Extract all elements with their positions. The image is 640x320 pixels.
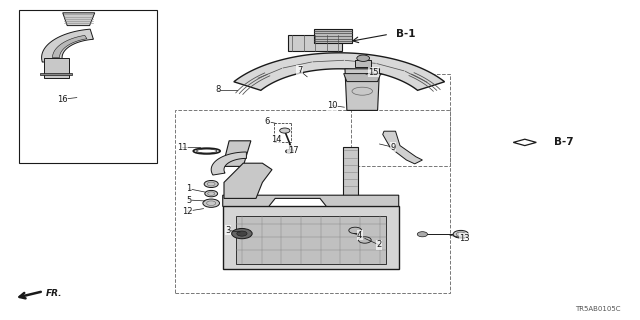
- Text: 9: 9: [390, 143, 396, 152]
- Polygon shape: [344, 74, 381, 82]
- Polygon shape: [44, 58, 69, 78]
- Text: 2: 2: [376, 240, 381, 249]
- Circle shape: [203, 199, 220, 207]
- Text: 13: 13: [460, 234, 470, 243]
- Polygon shape: [383, 131, 422, 164]
- Circle shape: [285, 149, 293, 153]
- Circle shape: [349, 227, 362, 234]
- Text: 3: 3: [225, 226, 230, 235]
- Circle shape: [280, 128, 290, 133]
- Text: 14: 14: [271, 135, 282, 144]
- Polygon shape: [224, 163, 272, 198]
- Text: 7: 7: [297, 66, 302, 75]
- Circle shape: [205, 190, 218, 197]
- Circle shape: [453, 230, 468, 238]
- Text: B-1: B-1: [396, 28, 415, 39]
- Text: 4: 4: [357, 231, 362, 240]
- Polygon shape: [234, 53, 445, 90]
- Polygon shape: [355, 60, 371, 67]
- Polygon shape: [345, 69, 380, 110]
- Polygon shape: [211, 152, 246, 175]
- Polygon shape: [40, 73, 72, 75]
- Polygon shape: [52, 36, 87, 58]
- Polygon shape: [223, 195, 399, 206]
- Text: 1: 1: [186, 184, 191, 193]
- Circle shape: [204, 180, 218, 188]
- Text: 17: 17: [288, 146, 298, 155]
- Circle shape: [237, 231, 247, 236]
- Text: 16: 16: [58, 95, 68, 104]
- Polygon shape: [343, 147, 358, 198]
- Text: FR.: FR.: [46, 289, 63, 298]
- Polygon shape: [63, 13, 95, 26]
- Polygon shape: [288, 35, 342, 51]
- Circle shape: [232, 228, 252, 239]
- Polygon shape: [42, 29, 93, 62]
- Text: 10: 10: [328, 101, 338, 110]
- Circle shape: [417, 232, 428, 237]
- Text: 5: 5: [186, 196, 191, 204]
- Text: 8: 8: [215, 85, 220, 94]
- Text: 15: 15: [369, 68, 379, 76]
- Circle shape: [358, 237, 371, 243]
- Text: TR5AB0105C: TR5AB0105C: [575, 306, 621, 312]
- Polygon shape: [314, 29, 352, 43]
- Circle shape: [357, 55, 370, 61]
- Text: 11: 11: [177, 143, 188, 152]
- Text: 6: 6: [265, 117, 270, 126]
- Text: B-7: B-7: [554, 137, 573, 148]
- Polygon shape: [223, 206, 399, 269]
- Polygon shape: [223, 141, 251, 166]
- Polygon shape: [236, 216, 386, 264]
- Text: 12: 12: [182, 207, 193, 216]
